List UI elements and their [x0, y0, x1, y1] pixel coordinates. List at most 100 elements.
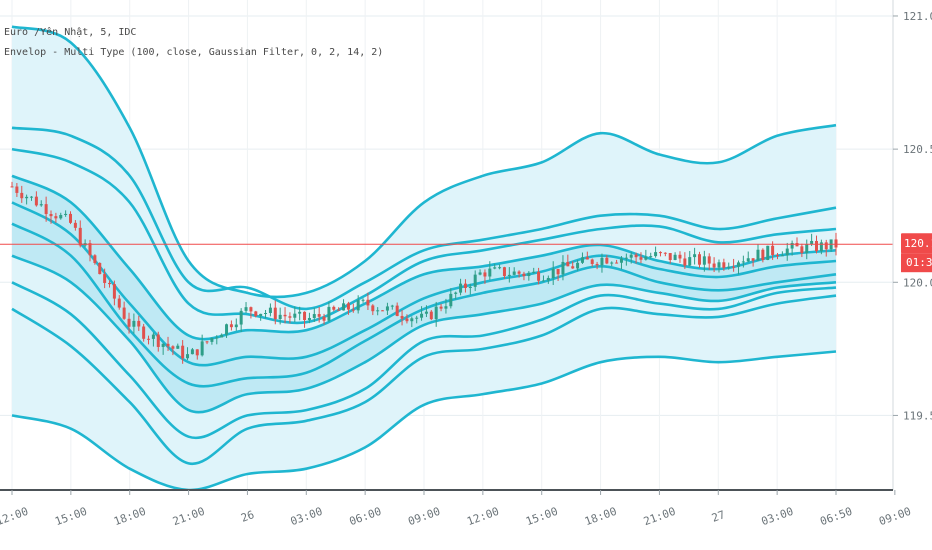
candle-body-149	[736, 262, 740, 267]
candle-body-42	[215, 337, 219, 339]
candles	[10, 181, 838, 364]
candle-body-45	[229, 324, 233, 328]
candle-body-93	[463, 283, 467, 289]
price-axis-bg	[893, 0, 932, 550]
candle-body-135	[668, 253, 672, 260]
candle-body-132	[654, 252, 658, 257]
symbol-legend[interactable]: Euro /Yên Nhật, 5, IDC	[4, 27, 137, 38]
candle-body-169	[834, 239, 838, 248]
band-line-6	[11, 254, 837, 414]
candle-body-150	[741, 261, 745, 263]
candle-body-21	[112, 284, 116, 299]
candle-body-166	[819, 242, 823, 252]
candle-body-86	[429, 311, 433, 320]
band-line-0	[11, 25, 837, 299]
current-price-label: 120.143	[904, 237, 932, 250]
price-axis[interactable]: 121.000 120.500 120.000 119.500 120.143 01:33	[892, 0, 932, 550]
candle-body-44	[225, 324, 229, 335]
candle-body-74	[371, 305, 375, 312]
candle-body-84	[420, 313, 424, 318]
candle-body-64	[322, 316, 326, 321]
candle-body-51	[259, 313, 263, 316]
candle-body-47	[239, 310, 243, 325]
candle-body-141	[697, 254, 701, 265]
candle-body-96	[478, 272, 482, 275]
candle-body-167	[824, 242, 828, 250]
candle-body-133	[658, 252, 662, 254]
candle-body-98	[488, 268, 492, 277]
candle-body-70	[351, 309, 355, 311]
candle-body-101	[502, 267, 506, 277]
candle-body-129	[639, 257, 643, 260]
candle-body-165	[814, 240, 818, 252]
candle-body-55	[278, 314, 282, 320]
time-tick-label-12: 27	[710, 508, 727, 525]
candle-body-90	[449, 293, 453, 307]
candle-body-108	[537, 271, 541, 281]
candle-body-157	[775, 254, 779, 256]
candle-body-39	[200, 341, 204, 356]
candle-body-10	[59, 215, 63, 219]
candle-body-102	[507, 274, 511, 277]
candle-body-162	[800, 246, 804, 254]
time-axis[interactable]: 12:00 15:00 18:00 21:00 26 03:00 06:00 09:00 12:…	[0, 489, 932, 550]
candle-body-128	[634, 254, 638, 258]
candle-body-5	[34, 196, 38, 206]
candle-body-50	[254, 311, 258, 316]
candle-body-80	[400, 315, 404, 319]
candle-body-72	[361, 299, 365, 301]
candle-body-9	[54, 216, 58, 219]
countdown-badge	[901, 253, 932, 273]
candle-body-81	[405, 318, 409, 322]
candle-body-142	[702, 256, 706, 265]
candle-body-56	[283, 314, 287, 317]
candle-body-79	[395, 305, 399, 316]
candle-body-35	[181, 345, 185, 359]
candle-body-109	[541, 280, 545, 282]
candle-body-67	[337, 309, 341, 311]
candle-body-110	[546, 277, 550, 281]
candle-body-61	[307, 317, 311, 321]
candle-body-134	[663, 252, 667, 254]
candle-body-78	[390, 305, 394, 307]
candle-body-83	[415, 317, 419, 319]
candle-body-54	[273, 307, 277, 320]
band-line-8	[11, 294, 837, 465]
band-line-2	[11, 147, 837, 325]
band-line-9	[11, 350, 837, 492]
candle-body-88	[439, 306, 443, 309]
candle-body-36	[186, 354, 190, 359]
candle-body-48	[244, 307, 248, 311]
candle-body-76	[381, 310, 385, 312]
candle-body-94	[468, 286, 472, 289]
candle-body-60	[303, 311, 307, 321]
candle-body-17	[93, 255, 97, 263]
candle-body-131	[649, 256, 653, 258]
candle-body-151	[746, 258, 750, 262]
candle-body-118	[585, 257, 589, 260]
candle-body-20	[108, 282, 112, 285]
indicator-legend[interactable]: Envelop - Multi Type (100, close, Gaussi…	[4, 47, 384, 58]
candle-body-46	[234, 324, 238, 328]
candle-body-123	[610, 262, 614, 264]
candle-body-87	[434, 306, 438, 320]
candle-body-125	[619, 258, 623, 263]
price-tick-label-1: 120.500	[903, 143, 932, 156]
candle-body-114	[566, 261, 570, 267]
candle-body-147	[727, 266, 731, 268]
candle-body-8	[49, 214, 53, 217]
candle-body-99	[493, 267, 497, 269]
candle-body-52	[264, 312, 268, 314]
candle-body-32	[166, 343, 170, 347]
candle-body-146	[722, 262, 726, 268]
price-tick-label-3: 119.500	[903, 409, 932, 422]
candle-body-82	[410, 318, 414, 322]
candle-body-155	[766, 245, 770, 260]
candle-body-143	[707, 256, 711, 264]
candle-body-75	[376, 310, 380, 312]
candle-body-38	[195, 349, 199, 356]
candle-body-71	[356, 300, 360, 311]
candle-body-11	[64, 213, 68, 216]
band-line-1	[11, 126, 837, 311]
